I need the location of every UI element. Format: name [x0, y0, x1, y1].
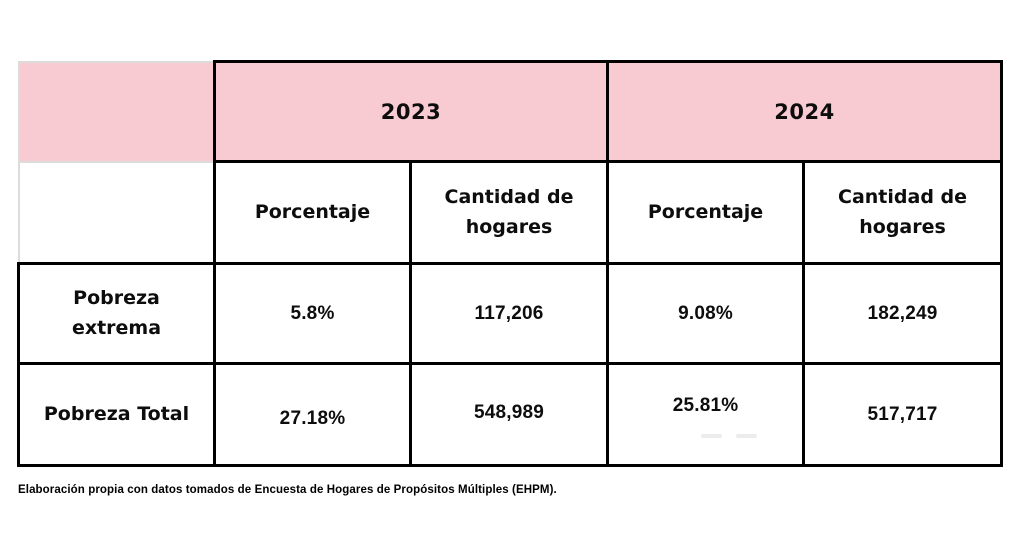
value-total-hogares-2023: 548,989: [408, 362, 610, 467]
table-row-pobreza-extrema: Pobreza extrema 5.8% 117,206 9.08% 182,2…: [17, 262, 1004, 365]
value-text: 117,206: [474, 302, 544, 324]
year-header-2024: 2024: [606, 60, 1004, 163]
value-extrema-hogares-2023: 117,206: [408, 262, 610, 365]
sub-header-hogares-2024: Cantidad de hogares: [802, 160, 1004, 265]
value-extrema-hogares-2024: 182,249: [802, 262, 1004, 365]
value-text: 517,717: [867, 403, 938, 425]
table-row-pobreza-total: Pobreza Total 27.18% 548,989 25.81% 517,…: [17, 362, 1004, 467]
year-header-2023: 2023: [212, 60, 610, 163]
value-total-pct-2024: 25.81%: [606, 362, 806, 467]
value-total-hogares-2024: 517,717: [802, 362, 1004, 467]
source-note: Elaboración propia con datos tomados de …: [18, 484, 557, 496]
value-text: 9.08%: [678, 302, 733, 324]
value-extrema-pct-2023: 5.8%: [213, 262, 412, 365]
sub-header-porcentaje-2023: Porcentaje: [213, 160, 412, 265]
value-text: 548,989: [473, 401, 545, 423]
value-text: 27.18%: [279, 407, 346, 429]
corner-cell-blank: [17, 160, 216, 265]
value-text: 25.81%: [672, 394, 739, 416]
row-label-pobreza-total: Pobreza Total: [17, 362, 216, 467]
value-text: 182,249: [867, 302, 938, 324]
sub-header-row: Porcentaje Cantidad de hogares Porcentaj…: [17, 160, 1004, 265]
poverty-comparison-table: 2023 2024 Porcentaje Cantidad de hogares…: [17, 60, 1004, 467]
year-header-row: 2023 2024: [17, 60, 1004, 163]
corner-cell-pink: [17, 60, 216, 163]
sub-header-hogares-2023: Cantidad de hogares: [408, 160, 610, 265]
value-total-pct-2023: 27.18%: [213, 362, 412, 467]
eraser-smudge-artifact: [701, 434, 757, 438]
value-extrema-pct-2024: 9.08%: [606, 262, 806, 365]
sub-header-porcentaje-2024: Porcentaje: [606, 160, 806, 265]
value-text: 5.8%: [290, 302, 335, 324]
row-label-pobreza-extrema: Pobreza extrema: [17, 262, 216, 365]
